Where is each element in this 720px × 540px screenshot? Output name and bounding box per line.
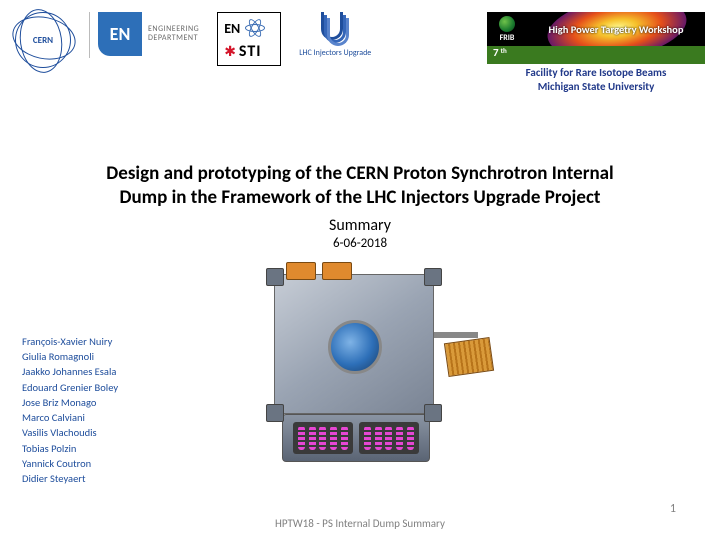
author: Jaakko Johannes Esala bbox=[22, 364, 118, 379]
en-badge: EN bbox=[98, 12, 142, 56]
author: François-Xavier Nuiry bbox=[22, 334, 118, 349]
hptw-text: High Power Targetry Workshop bbox=[549, 23, 684, 36]
spring-assembly bbox=[293, 422, 353, 454]
subtitle: Summary bbox=[0, 216, 720, 235]
device-heatsink bbox=[444, 337, 494, 377]
author-list: François-Xavier Nuiry Giulia Romagnoli J… bbox=[22, 334, 118, 486]
device-bracket bbox=[266, 268, 284, 286]
en-label: ENGINEERING DEPARTMENT bbox=[148, 25, 199, 43]
header-logo-row: CERN EN ENGINEERING DEPARTMENT EN ✱ STI … bbox=[15, 12, 705, 88]
author: Marco Calviani bbox=[22, 410, 118, 425]
author: Edouard Grenier Boley bbox=[22, 380, 118, 395]
seventh-banner: 7th bbox=[487, 46, 705, 64]
globe-icon bbox=[499, 16, 515, 32]
hptw-strip: High Power Targetry Workshop bbox=[527, 12, 705, 46]
liu-u-icon bbox=[321, 12, 349, 46]
presentation-title: Design and prototyping of the CERN Proto… bbox=[0, 162, 720, 211]
atom-icon bbox=[244, 17, 266, 39]
author: Vasilis Vlachoudis bbox=[22, 425, 118, 440]
date: 6-06-2018 bbox=[0, 236, 720, 251]
device-bracket bbox=[424, 268, 442, 286]
frib-badge: FRIB bbox=[487, 12, 527, 46]
device-flange bbox=[328, 320, 382, 374]
device-top-block bbox=[286, 262, 316, 280]
liu-logo: LHC Injectors Upgrade bbox=[299, 12, 371, 58]
footer-text: HPTW18 - PS Internal Dump Summary bbox=[0, 517, 720, 530]
liu-text: LHC Injectors Upgrade bbox=[299, 48, 371, 58]
author: Tobias Polzin bbox=[22, 441, 118, 456]
spring-assembly bbox=[359, 422, 419, 454]
conference-block: FRIB High Power Targetry Workshop 7th Fa… bbox=[487, 12, 705, 94]
star-icon: ✱ bbox=[224, 45, 236, 59]
facility-text: Facility for Rare Isotope Beams Michigan… bbox=[487, 66, 705, 94]
author: Didier Steyaert bbox=[22, 471, 118, 486]
author: Jose Briz Monago bbox=[22, 395, 118, 410]
author: Yannick Coutron bbox=[22, 456, 118, 471]
author: Giulia Romagnoli bbox=[22, 349, 118, 364]
sti-text: STI bbox=[239, 42, 262, 61]
sti-en-text: EN bbox=[224, 20, 240, 37]
cern-logo: CERN bbox=[15, 12, 71, 68]
en-engineering-logo: EN ENGINEERING DEPARTMENT bbox=[98, 12, 199, 56]
device-arm bbox=[434, 332, 478, 338]
device-bracket bbox=[266, 404, 284, 422]
device-bracket bbox=[424, 404, 442, 422]
cern-text: CERN bbox=[33, 35, 53, 46]
page-number: 1 bbox=[670, 502, 676, 516]
device-render bbox=[246, 256, 494, 476]
device-top-block bbox=[322, 262, 352, 280]
device-base bbox=[282, 414, 430, 462]
divider bbox=[89, 12, 90, 58]
conference-banner: FRIB High Power Targetry Workshop bbox=[487, 12, 705, 46]
sti-logo: EN ✱ STI bbox=[217, 12, 281, 66]
